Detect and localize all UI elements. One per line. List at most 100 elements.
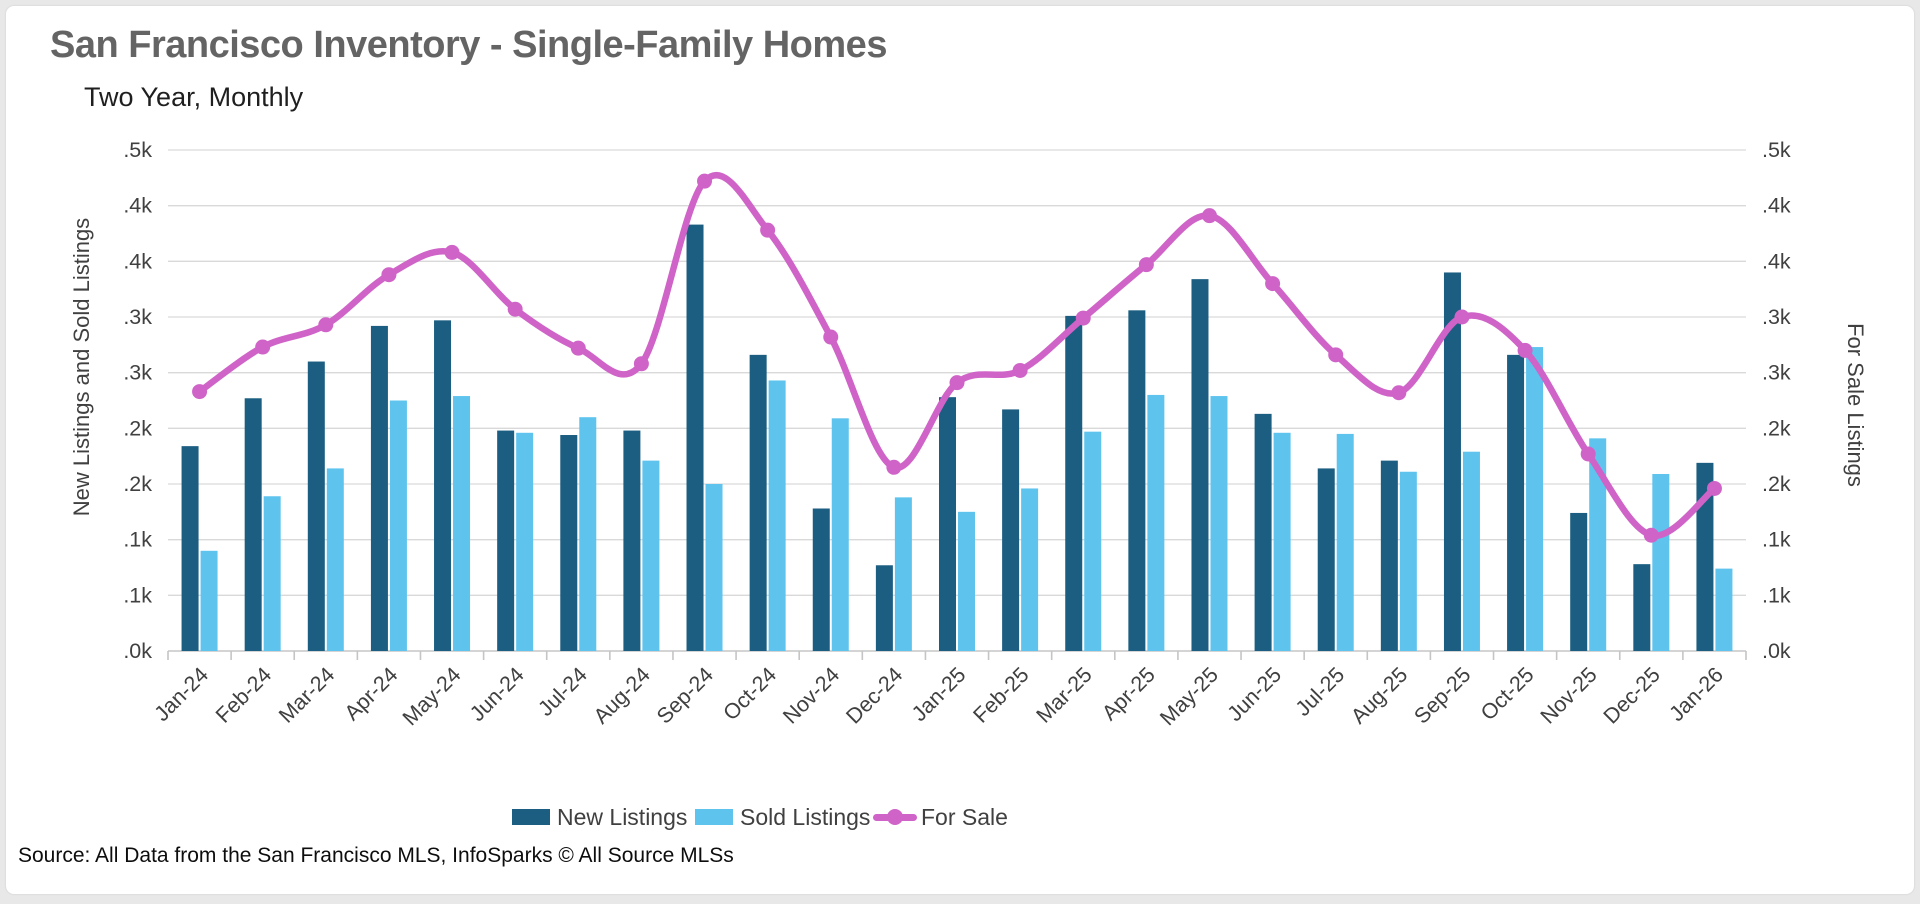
bar-sold-listings-Nov-25	[1589, 438, 1607, 651]
x-axis-label-May-25: May-25	[1155, 663, 1223, 731]
bar-sold-listings-Dec-25	[1652, 473, 1670, 651]
bar-new-listings-Jan-26	[1696, 462, 1714, 651]
point-for-sale-Feb-24	[255, 339, 271, 355]
bar-sold-listings-Oct-24	[768, 380, 786, 651]
point-for-sale-Nov-24	[823, 329, 839, 345]
point-for-sale-Apr-24	[381, 267, 397, 283]
right-axis-tick-label: .3k	[1762, 361, 1791, 385]
point-for-sale-Jan-25	[949, 375, 965, 391]
x-axis-label-Feb-24: Feb-24	[211, 663, 276, 728]
bar-new-listings-May-25	[1191, 279, 1209, 651]
x-axis-label-Sep-24: Sep-24	[652, 663, 718, 729]
for-sale-dot-icon	[887, 809, 903, 825]
new-listings-swatch	[512, 809, 550, 825]
bar-new-listings-Apr-24	[370, 325, 388, 651]
x-axis-label-Jul-24: Jul-24	[533, 663, 591, 721]
bar-sold-listings-Sep-24	[705, 484, 723, 651]
left-axis-tick-label: .4k	[123, 249, 152, 273]
legend: New Listings Sold Listings For Sale	[0, 802, 1920, 832]
right-axis-tick-label: .1k	[1762, 583, 1791, 607]
x-axis-label-Apr-24: Apr-24	[340, 663, 403, 726]
right-axis-tick-label: .1k	[1762, 528, 1791, 552]
bar-new-listings-Dec-24	[875, 565, 893, 651]
bar-new-listings-Dec-25	[1633, 564, 1651, 651]
bar-sold-listings-Dec-24	[894, 497, 912, 651]
page-title: San Francisco Inventory - Single-Family …	[50, 24, 887, 66]
x-axis-label-Nov-25: Nov-25	[1536, 663, 1602, 729]
right-axis-title: For Sale Listings	[1843, 323, 1868, 487]
bar-new-listings-Jul-25	[1317, 468, 1335, 651]
point-for-sale-Jun-25	[1265, 276, 1281, 292]
bar-sold-listings-Sep-25	[1462, 451, 1480, 651]
point-for-sale-Aug-25	[1391, 385, 1407, 401]
point-for-sale-Jan-24	[192, 384, 208, 400]
right-axis-tick-label: .0k	[1762, 639, 1791, 663]
bar-new-listings-Mar-25	[1065, 315, 1083, 651]
for-sale-line-swatch	[873, 809, 917, 825]
bar-new-listings-Feb-25	[1002, 409, 1020, 651]
bar-new-listings-Oct-24	[749, 354, 767, 651]
x-axis-label-Oct-25: Oct-25	[1476, 663, 1539, 726]
bar-sold-listings-May-25	[1210, 396, 1228, 651]
right-axis-tick-label: .3k	[1762, 305, 1791, 329]
point-for-sale-Nov-25	[1580, 446, 1596, 462]
point-for-sale-Sep-25	[1454, 309, 1470, 325]
bar-new-listings-Aug-24	[623, 430, 641, 651]
x-axis-label-May-24: May-24	[398, 663, 466, 731]
x-axis-label-Aug-25: Aug-25	[1346, 663, 1412, 729]
left-axis-tick-label: .0k	[123, 639, 152, 663]
right-axis-tick-label: .5k	[1762, 138, 1791, 162]
legend-label-new-listings: New Listings	[557, 803, 688, 830]
left-axis-title: New Listings and Sold Listings	[69, 217, 94, 517]
left-axis-tick-label: .4k	[123, 194, 152, 218]
legend-item-for-sale: For Sale	[873, 802, 1008, 832]
legend-label-sold-listings: Sold Listings	[740, 803, 871, 830]
bar-new-listings-Jun-24	[497, 430, 515, 651]
bar-new-listings-Jan-24	[181, 446, 199, 651]
bar-new-listings-Jan-25	[939, 397, 956, 651]
bar-sold-listings-Mar-25	[1084, 431, 1102, 651]
bar-sold-listings-Jan-25	[958, 511, 975, 651]
x-axis-label-Mar-25: Mar-25	[1032, 663, 1097, 728]
right-axis-tick-label: .4k	[1762, 249, 1791, 273]
bar-new-listings-Feb-24	[244, 398, 262, 651]
bar-new-listings-Mar-24	[307, 361, 325, 651]
left-axis-tick-label: .5k	[123, 138, 152, 162]
legend-item-sold-listings: Sold Listings	[695, 802, 870, 832]
point-for-sale-Jul-25	[1328, 347, 1344, 363]
bar-sold-listings-Nov-24	[831, 418, 849, 651]
bar-new-listings-Nov-25	[1570, 512, 1588, 651]
point-for-sale-Apr-25	[1138, 257, 1154, 273]
x-axis-label-Nov-24: Nov-24	[778, 663, 844, 729]
bar-sold-listings-Apr-24	[389, 400, 407, 651]
x-axis-label-Dec-24: Dec-24	[841, 663, 907, 729]
x-axis-label-Sep-25: Sep-25	[1409, 663, 1475, 729]
point-for-sale-Jan-26	[1706, 480, 1722, 496]
x-axis-label-Jun-25: Jun-25	[1223, 663, 1286, 726]
bar-new-listings-Nov-24	[812, 508, 830, 651]
point-for-sale-Mar-24	[318, 317, 334, 333]
point-for-sale-Sep-24	[697, 173, 713, 189]
bar-new-listings-May-24	[434, 320, 452, 651]
x-axis-label-Jan-26: Jan-26	[1665, 663, 1728, 726]
point-for-sale-Jun-24	[507, 301, 523, 317]
bar-new-listings-Sep-24	[686, 224, 704, 652]
left-axis-tick-label: .3k	[123, 305, 152, 329]
legend-label-for-sale: For Sale	[921, 803, 1008, 830]
legend-item-new-listings: New Listings	[512, 802, 687, 832]
x-axis-label-Oct-24: Oct-24	[719, 663, 782, 726]
bar-new-listings-Oct-25	[1507, 354, 1525, 651]
point-for-sale-Dec-25	[1643, 527, 1659, 543]
bar-new-listings-Sep-25	[1443, 272, 1461, 651]
bar-sold-listings-Feb-25	[1021, 488, 1039, 651]
point-for-sale-Oct-24	[760, 222, 776, 238]
bar-sold-listings-Oct-25	[1526, 347, 1544, 651]
bar-sold-listings-Jan-24	[200, 550, 218, 651]
point-for-sale-Aug-24	[633, 356, 649, 372]
point-for-sale-Oct-25	[1517, 342, 1533, 358]
x-axis-label-Apr-25: Apr-25	[1097, 663, 1160, 726]
bar-sold-listings-Jan-26	[1715, 568, 1733, 651]
bar-sold-listings-Jul-24	[579, 417, 597, 651]
